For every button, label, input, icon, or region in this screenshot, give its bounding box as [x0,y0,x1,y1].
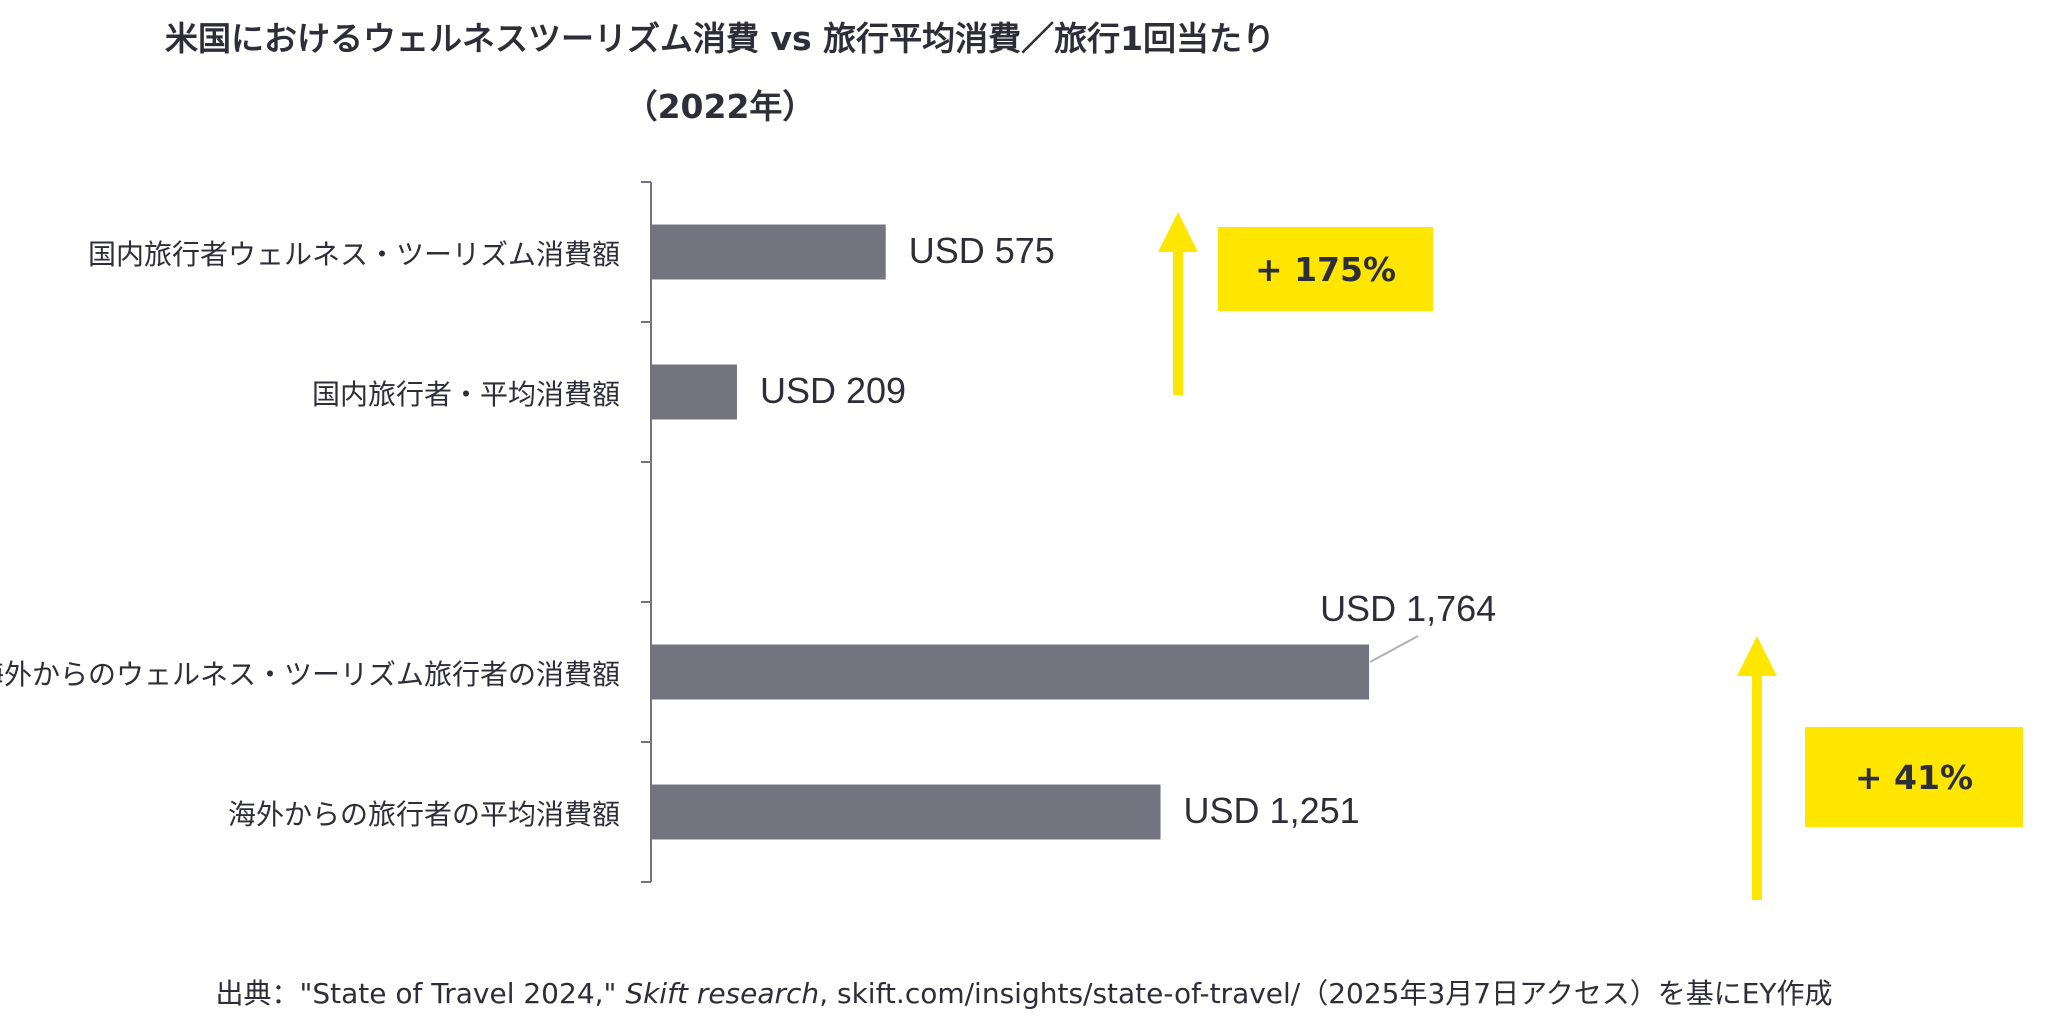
chart-subtitle: （2022年） [624,87,816,126]
bar [652,224,886,280]
category-label: 海外からの旅行者の平均消費額 [227,798,620,831]
growth-badge: + 41% [1805,727,2023,827]
leader-line [1369,635,1419,663]
growth-arrow-shaft [1752,674,1762,900]
growth-badge: + 175% [1218,227,1433,311]
category-label: 海外からのウェルネス・ツーリズム旅行者の消費額 [0,658,620,691]
data-label: USD 1,764 [1320,588,1497,629]
data-label: USD 209 [759,370,907,411]
source-italic: Skift research [625,977,820,1010]
growth-arrow-head [1737,636,1777,676]
source-note: 出典："State of Travel 2024," Skift researc… [0,972,2048,1012]
bar [652,364,737,420]
bar [652,644,1370,700]
growth-arrow-head [1158,212,1198,252]
data-label: USD 1,251 [1183,790,1360,831]
growth-arrow-shaft [1173,250,1183,395]
category-label: 国内旅行者ウェルネス・ツーリズム消費額 [87,238,620,271]
bar [652,784,1161,840]
source-suffix: , skift.com/insights/state-of-travel/（20… [819,977,1833,1010]
source-prefix: 出典："State of Travel 2024," [215,977,626,1010]
category-label: 国内旅行者・平均消費額 [311,378,620,411]
chart-title: 米国におけるウェルネスツーリズム消費 vs 旅行平均消費／旅行1回当たり [164,19,1276,58]
data-label: USD 575 [908,230,1055,271]
